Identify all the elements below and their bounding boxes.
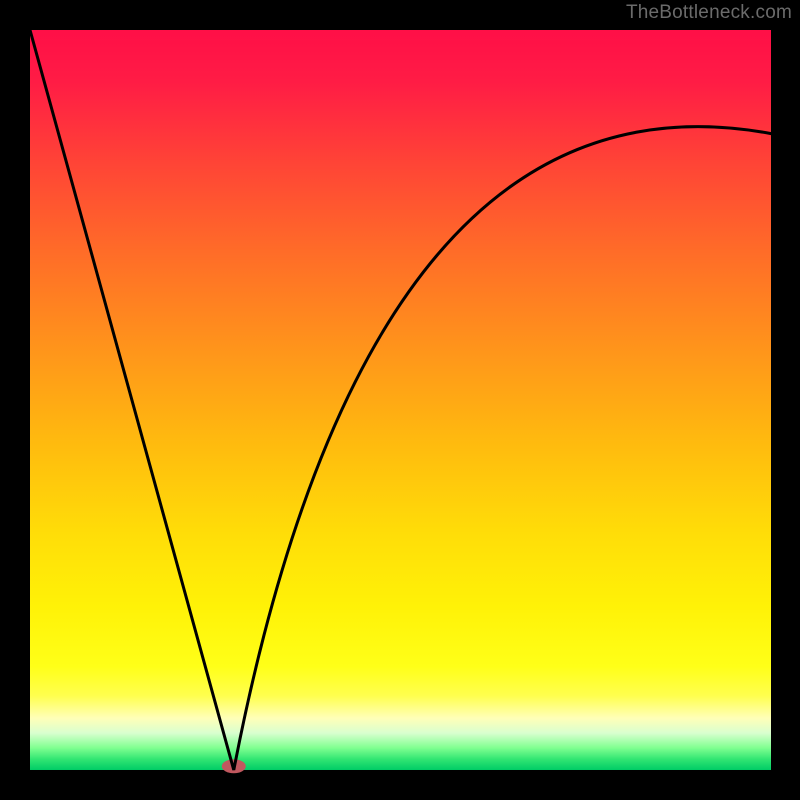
chart-container: TheBottleneck.com — [0, 0, 800, 800]
watermark-text: TheBottleneck.com — [626, 2, 792, 24]
chart-svg — [0, 0, 800, 800]
plot-background — [30, 30, 771, 770]
